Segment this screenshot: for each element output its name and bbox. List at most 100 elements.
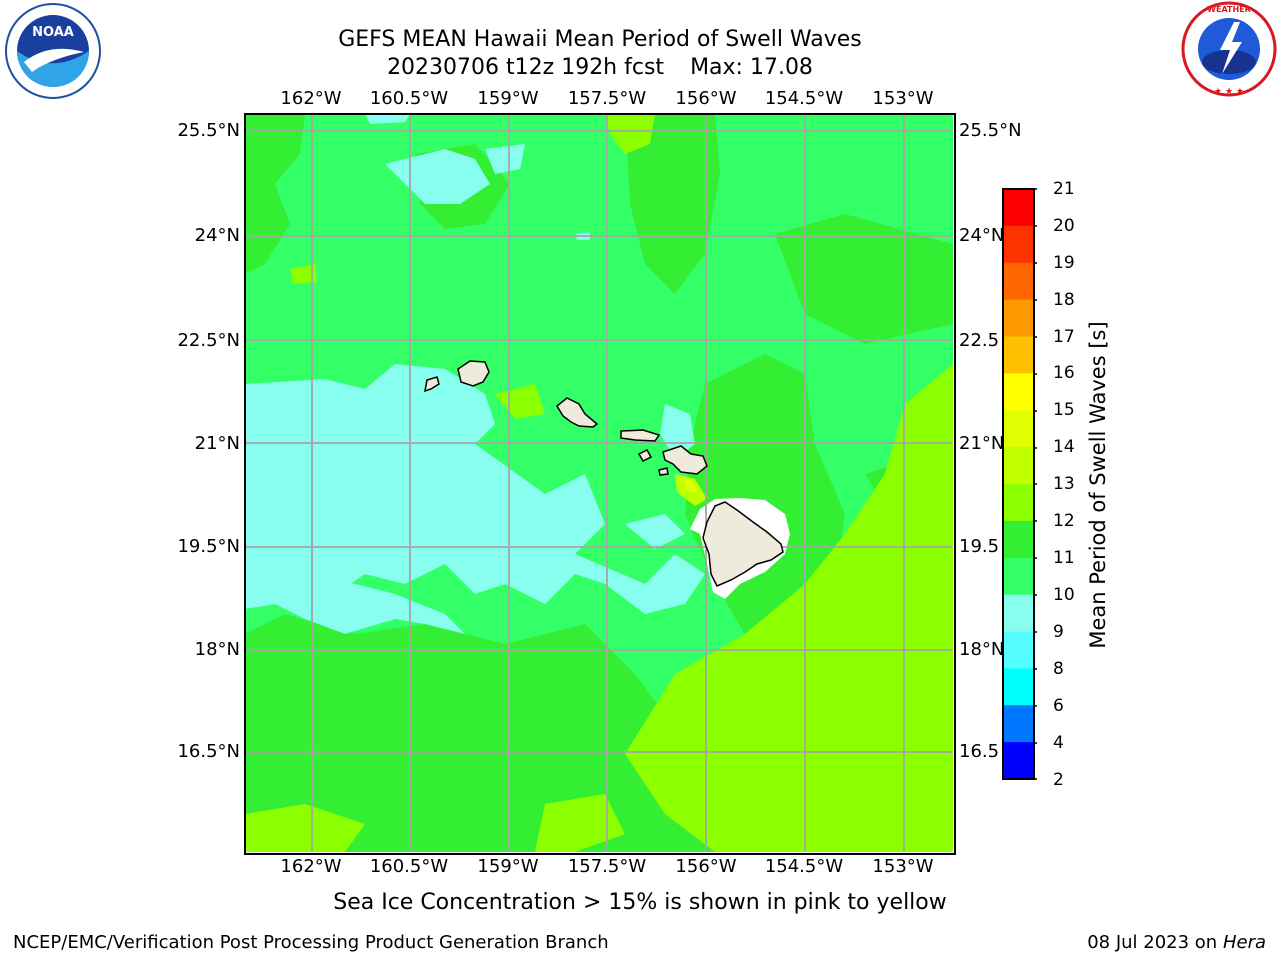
lat-label-right: 19.5 <box>959 536 1000 557</box>
colorbar-bin <box>1003 594 1034 632</box>
lon-label-bottom: 153°W <box>872 856 934 877</box>
lat-label-left: 22.5°N <box>177 330 240 351</box>
field-12-13 <box>290 264 317 284</box>
lon-label-bottom: 157.5°W <box>567 856 647 877</box>
colorbar-tick-label: 2 <box>1053 770 1064 790</box>
colorbar-bin <box>1003 336 1034 374</box>
colorbar-bin <box>1003 668 1034 706</box>
colorbar-tick-label: 4 <box>1053 733 1064 753</box>
colorbar-bin <box>1003 225 1034 264</box>
field-12-13 <box>605 114 655 154</box>
lat-label-left: 24°N <box>194 225 240 246</box>
footer-date-text: 08 Jul 2023 on <box>1087 932 1218 953</box>
colorbar-tick-label: 18 <box>1053 290 1075 310</box>
field-12-13 <box>245 804 365 852</box>
lon-label-top: 160.5°W <box>369 88 449 109</box>
lon-label-bottom: 156°W <box>675 856 737 877</box>
max-value: Max: 17.08 <box>690 55 813 80</box>
field-9-10 <box>625 514 685 549</box>
colorbar-label: Mean Period of Swell Waves [s] <box>1086 321 1110 649</box>
sea-ice-note: Sea Ice Concentration > 15% is shown in … <box>333 890 947 915</box>
island-niihau <box>424 376 440 393</box>
island-oahu <box>556 397 599 428</box>
svg-text:★ ★ ★: ★ ★ ★ <box>1214 87 1244 97</box>
colorbar-tick-label: 17 <box>1053 327 1075 347</box>
lat-label-right: 18°N <box>959 639 1005 660</box>
lon-label-top: 159°W <box>477 88 539 109</box>
graticule <box>245 114 953 852</box>
lat-label-right: 24°N <box>959 225 1005 246</box>
islands <box>424 360 784 587</box>
lon-label-top: 156°W <box>675 88 737 109</box>
field-9-10 <box>365 114 410 124</box>
colorbar-bin <box>1003 742 1034 780</box>
colorbar <box>1002 188 1037 780</box>
lon-label-bottom: 159°W <box>477 856 539 877</box>
colorbar-bin <box>1003 557 1034 596</box>
map-title: GEFS MEAN Hawaii Mean Period of Swell Wa… <box>338 27 862 52</box>
colorbar-tick-label: 13 <box>1053 474 1075 494</box>
colorbar-ticks <box>1034 188 1037 780</box>
field-11-12 <box>245 114 305 274</box>
map-frame <box>244 113 956 855</box>
lat-label-right: 22.5 <box>959 330 1000 351</box>
lat-label-left: 21°N <box>194 433 240 454</box>
colorbar-tick-label: 11 <box>1053 548 1075 568</box>
island-lanai <box>637 449 653 462</box>
lat-label-right: 25.5°N <box>959 120 1022 141</box>
field-9-10 <box>245 364 705 614</box>
colorbar-bin <box>1003 705 1034 743</box>
lat-label-right: 16.5 <box>959 741 1000 762</box>
colorbar-tick-label: 16 <box>1053 363 1075 383</box>
map-subtitle: 20230706 t12z 192h fcst Max: 17.08 <box>0 55 1200 80</box>
nws-logo: WEATHER ★ ★ ★ <box>1181 1 1277 97</box>
lat-label-left: 25.5°N <box>177 120 240 141</box>
lon-label-bottom: 162°W <box>280 856 342 877</box>
colorbar-tick-label: 10 <box>1053 585 1075 605</box>
island-maui <box>662 445 708 475</box>
colorbar-tick-label: 19 <box>1053 253 1075 273</box>
lon-label-top: 154.5°W <box>764 88 844 109</box>
noaa-logo: NOAA <box>5 3 101 99</box>
field-9-10 <box>660 404 695 459</box>
field-9-10 <box>485 144 525 174</box>
island-hawaii <box>702 501 784 587</box>
island-kauai <box>457 360 490 387</box>
colorbar-bin <box>1003 373 1034 411</box>
colorbar-bin <box>1003 299 1034 337</box>
colorbar-bin <box>1003 262 1034 301</box>
field-11-12 <box>775 214 953 344</box>
lat-label-left: 16.5°N <box>177 741 240 762</box>
lat-label-left: 18°N <box>194 639 240 660</box>
colorbar-tick-label: 6 <box>1053 696 1064 716</box>
svg-text:WEATHER: WEATHER <box>1207 5 1251 14</box>
svg-text:NOAA: NOAA <box>32 25 74 40</box>
lon-label-bottom: 154.5°W <box>764 856 844 877</box>
field-12-13 <box>535 794 625 852</box>
field-14-15 <box>682 476 697 492</box>
island-molokai <box>620 429 661 442</box>
lon-label-bottom: 160.5°W <box>369 856 449 877</box>
colorbar-bin <box>1003 189 1034 227</box>
lat-label-left: 19.5°N <box>177 536 240 557</box>
colorbar-bin <box>1003 484 1034 522</box>
field-9-10 <box>385 149 490 204</box>
footer-credit: NCEP/EMC/Verification Post Processing Pr… <box>13 932 609 953</box>
colorbar-bin <box>1003 447 1034 485</box>
footer-machine: Hera <box>1222 932 1266 953</box>
swell-period-map <box>245 114 953 852</box>
colorbar-tick-label: 8 <box>1053 659 1064 679</box>
field-12-13 <box>495 384 545 419</box>
colorbar-tick-label: 14 <box>1053 437 1075 457</box>
footer-date: 08 Jul 2023 on Hera <box>1087 932 1266 953</box>
field-12-13 <box>625 364 953 852</box>
lon-label-top: 153°W <box>872 88 934 109</box>
colorbar-tick-label: 15 <box>1053 400 1075 420</box>
colorbar-tick-label: 9 <box>1053 622 1064 642</box>
colorbar-tick-label: 20 <box>1053 216 1075 236</box>
island-kahoolawe <box>658 467 669 476</box>
colorbar-bin <box>1003 410 1034 448</box>
colorbar-tick-label: 12 <box>1053 511 1075 531</box>
field-11-12 <box>625 114 720 294</box>
lat-label-right: 21°N <box>959 433 1005 454</box>
